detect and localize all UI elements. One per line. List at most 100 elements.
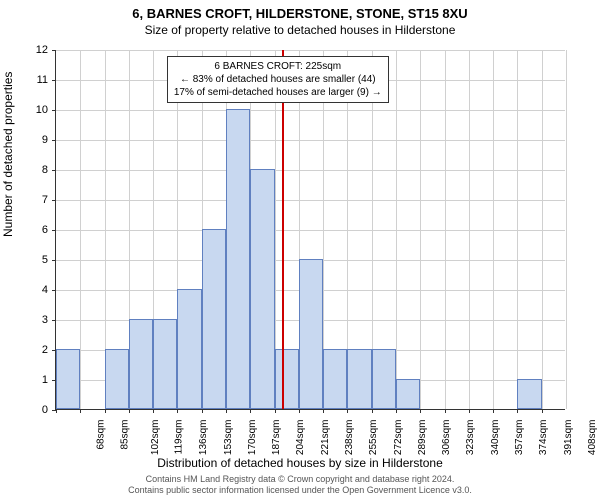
gridline-v bbox=[80, 50, 81, 409]
histogram-bar bbox=[202, 229, 226, 409]
ytick-mark bbox=[52, 140, 56, 141]
histogram-bar bbox=[517, 379, 541, 409]
gridline-h bbox=[56, 140, 565, 141]
xtick-mark bbox=[323, 409, 324, 413]
xtick-label: 340sqm bbox=[490, 420, 501, 456]
gridline-v bbox=[517, 50, 518, 409]
ytick-mark bbox=[52, 110, 56, 111]
footer-line-1: Contains HM Land Registry data © Crown c… bbox=[0, 474, 600, 485]
xtick-mark bbox=[420, 409, 421, 413]
xtick-mark bbox=[202, 409, 203, 413]
gridline-h bbox=[56, 110, 565, 111]
ytick-label: 0 bbox=[28, 404, 48, 416]
xtick-label: 289sqm bbox=[417, 420, 428, 456]
ytick-label: 10 bbox=[28, 104, 48, 116]
xtick-label: 221sqm bbox=[320, 420, 331, 456]
xtick-label: 323sqm bbox=[466, 420, 477, 456]
xtick-mark bbox=[469, 409, 470, 413]
xtick-mark bbox=[493, 409, 494, 413]
x-axis-label: Distribution of detached houses by size … bbox=[0, 456, 600, 470]
ytick-mark bbox=[52, 230, 56, 231]
ytick-mark bbox=[52, 80, 56, 81]
histogram-bar bbox=[275, 349, 299, 409]
gridline-h bbox=[56, 50, 565, 51]
xtick-mark bbox=[517, 409, 518, 413]
footer-line-2: Contains public sector information licen… bbox=[0, 485, 600, 496]
xtick-mark bbox=[153, 409, 154, 413]
xtick-label: 119sqm bbox=[173, 420, 184, 455]
xtick-label: 68sqm bbox=[96, 420, 107, 450]
xtick-label: 85sqm bbox=[120, 420, 131, 450]
title-block: 6, BARNES CROFT, HILDERSTONE, STONE, ST1… bbox=[0, 0, 600, 37]
gridline-v bbox=[445, 50, 446, 409]
xtick-mark bbox=[299, 409, 300, 413]
ytick-mark bbox=[52, 290, 56, 291]
xtick-mark bbox=[250, 409, 251, 413]
gridline-v bbox=[542, 50, 543, 409]
marker-annotation: 6 BARNES CROFT: 225sqm ← 83% of detached… bbox=[167, 56, 389, 103]
xtick-label: 391sqm bbox=[563, 420, 574, 456]
gridline-h bbox=[56, 200, 565, 201]
gridline-h bbox=[56, 230, 565, 231]
ytick-label: 5 bbox=[28, 254, 48, 266]
ytick-mark bbox=[52, 320, 56, 321]
gridline-v bbox=[493, 50, 494, 409]
xtick-label: 272sqm bbox=[393, 420, 404, 456]
gridline-h bbox=[56, 170, 565, 171]
chart-container: 6, BARNES CROFT, HILDERSTONE, STONE, ST1… bbox=[0, 0, 600, 500]
ytick-label: 1 bbox=[28, 374, 48, 386]
histogram-bar bbox=[56, 349, 80, 409]
ytick-label: 9 bbox=[28, 134, 48, 146]
xtick-label: 408sqm bbox=[587, 420, 598, 456]
gridline-v bbox=[396, 50, 397, 409]
xtick-label: 187sqm bbox=[271, 420, 282, 456]
ytick-mark bbox=[52, 50, 56, 51]
ytick-mark bbox=[52, 200, 56, 201]
ytick-mark bbox=[52, 260, 56, 261]
ytick-label: 12 bbox=[28, 44, 48, 56]
xtick-mark bbox=[56, 409, 57, 413]
ytick-label: 3 bbox=[28, 314, 48, 326]
histogram-bar bbox=[347, 349, 371, 409]
ytick-label: 8 bbox=[28, 164, 48, 176]
xtick-label: 153sqm bbox=[223, 420, 234, 456]
ytick-label: 11 bbox=[28, 74, 48, 86]
title-main: 6, BARNES CROFT, HILDERSTONE, STONE, ST1… bbox=[0, 6, 600, 21]
annotation-line-2: ← 83% of detached houses are smaller (44… bbox=[174, 73, 382, 86]
xtick-label: 170sqm bbox=[247, 420, 258, 456]
title-sub: Size of property relative to detached ho… bbox=[0, 23, 600, 37]
histogram-bar bbox=[129, 319, 153, 409]
xtick-mark bbox=[347, 409, 348, 413]
xtick-mark bbox=[177, 409, 178, 413]
gridline-v bbox=[566, 50, 567, 409]
xtick-label: 204sqm bbox=[296, 420, 307, 456]
ytick-label: 7 bbox=[28, 194, 48, 206]
xtick-label: 136sqm bbox=[198, 420, 209, 456]
gridline-v bbox=[469, 50, 470, 409]
xtick-mark bbox=[372, 409, 373, 413]
ytick-label: 2 bbox=[28, 344, 48, 356]
y-axis-label: Number of detached properties bbox=[1, 72, 15, 237]
footer: Contains HM Land Registry data © Crown c… bbox=[0, 474, 600, 496]
xtick-label: 357sqm bbox=[514, 420, 525, 456]
annotation-line-1: 6 BARNES CROFT: 225sqm bbox=[174, 60, 382, 73]
xtick-mark bbox=[129, 409, 130, 413]
annotation-line-3: 17% of semi-detached houses are larger (… bbox=[174, 86, 382, 99]
histogram-bar bbox=[153, 319, 177, 409]
xtick-mark bbox=[542, 409, 543, 413]
xtick-label: 374sqm bbox=[538, 420, 549, 456]
xtick-label: 238sqm bbox=[344, 420, 355, 456]
histogram-bar bbox=[250, 169, 274, 409]
histogram-bar bbox=[396, 379, 420, 409]
xtick-mark bbox=[445, 409, 446, 413]
histogram-bar bbox=[323, 349, 347, 409]
histogram-bar bbox=[105, 349, 129, 409]
xtick-mark bbox=[275, 409, 276, 413]
xtick-mark bbox=[80, 409, 81, 413]
xtick-mark bbox=[396, 409, 397, 413]
ytick-mark bbox=[52, 170, 56, 171]
histogram-bar bbox=[372, 349, 396, 409]
ytick-label: 4 bbox=[28, 284, 48, 296]
chart-plot-area: 6 BARNES CROFT: 225sqm ← 83% of detached… bbox=[55, 50, 565, 410]
xtick-mark bbox=[105, 409, 106, 413]
